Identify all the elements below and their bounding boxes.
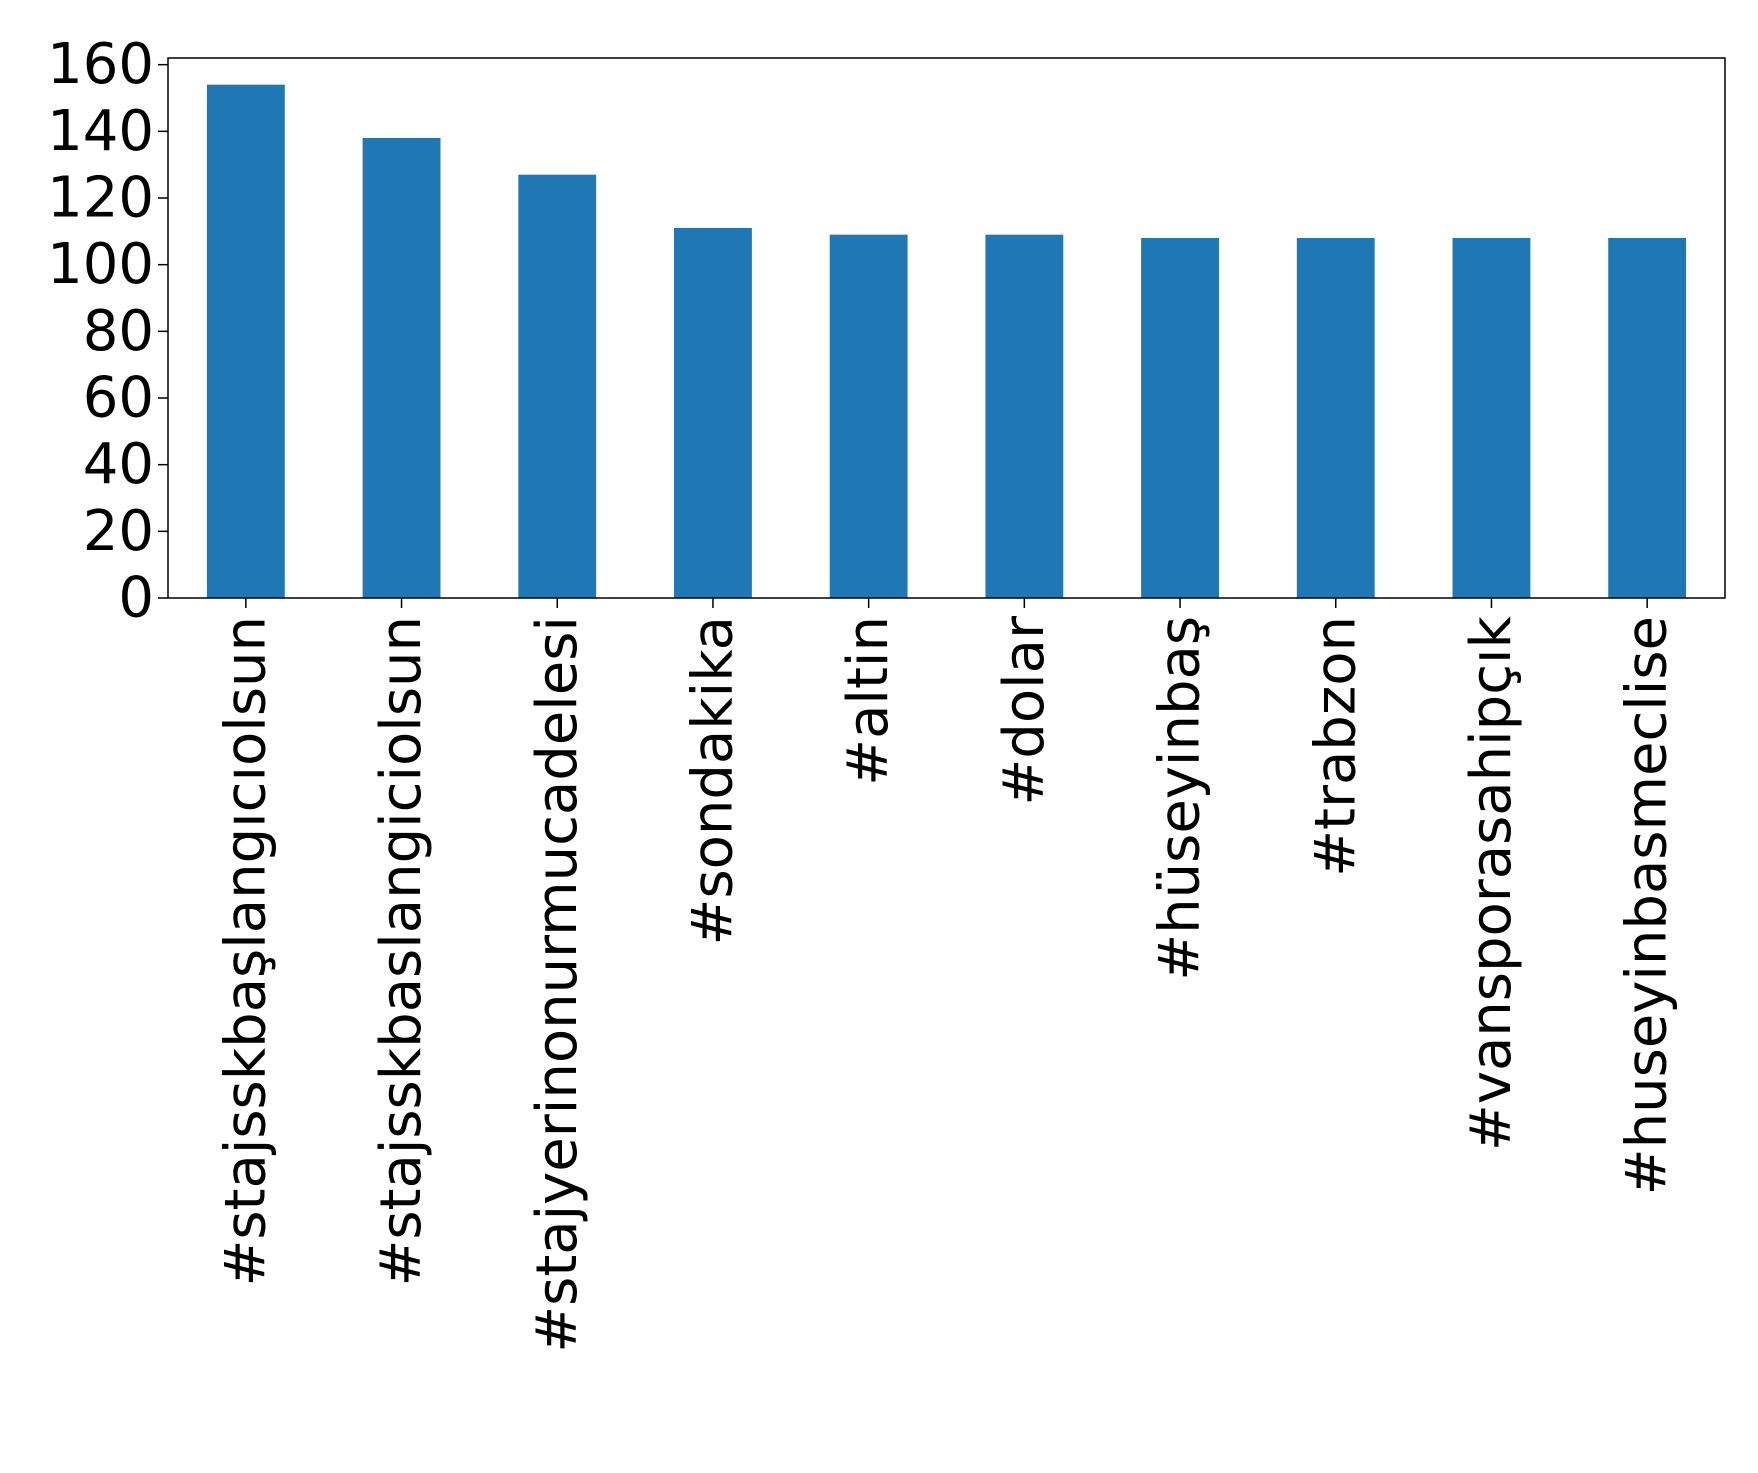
bar-8 (1296, 238, 1375, 598)
bar-10 (1608, 238, 1687, 598)
bar-1 (206, 84, 285, 598)
bar-7 (1141, 238, 1219, 598)
y-tick-label: 160 (47, 32, 154, 97)
y-tick-label: 20 (83, 499, 154, 564)
x-tick-label: #stajyerinonurmucadelesi (525, 616, 590, 1353)
x-tick-label: #trabzon (1303, 616, 1368, 877)
x-tick-label: #altin (836, 616, 901, 786)
y-tick-label: 0 (118, 566, 154, 631)
y-tick-label: 60 (83, 366, 154, 431)
y-tick-label: 120 (47, 166, 154, 231)
x-tick-label: #sondakika (680, 616, 745, 945)
plot-frame (167, 57, 1726, 599)
x-axis: #stajsskbaşlangıcıolsun #stajsskbaslangic… (213, 598, 1680, 1353)
y-tick-label: 40 (83, 432, 154, 497)
x-tick-label: #hüseyinbaş (1148, 616, 1213, 981)
bar-2 (362, 138, 441, 598)
bar-3 (518, 174, 597, 598)
x-tick-label: #stajsskbaşlangıcıolsun (213, 616, 278, 1287)
bar-5 (829, 234, 908, 598)
y-tick-label: 140 (47, 99, 154, 164)
x-tick-label: #huseyinbasmeclise (1615, 616, 1680, 1195)
bars-layer (206, 84, 1687, 598)
bar-6 (985, 234, 1064, 598)
bar-9 (1452, 238, 1531, 598)
x-tick-label: #vansporasahipçık (1459, 615, 1524, 1151)
y-tick-label: 80 (83, 299, 154, 364)
y-tick-label: 100 (47, 232, 154, 297)
x-tick-label: #dolar (992, 615, 1057, 806)
bar-4 (674, 228, 752, 598)
x-tick-label: #stajsskbaslangiciolsun (369, 616, 434, 1287)
